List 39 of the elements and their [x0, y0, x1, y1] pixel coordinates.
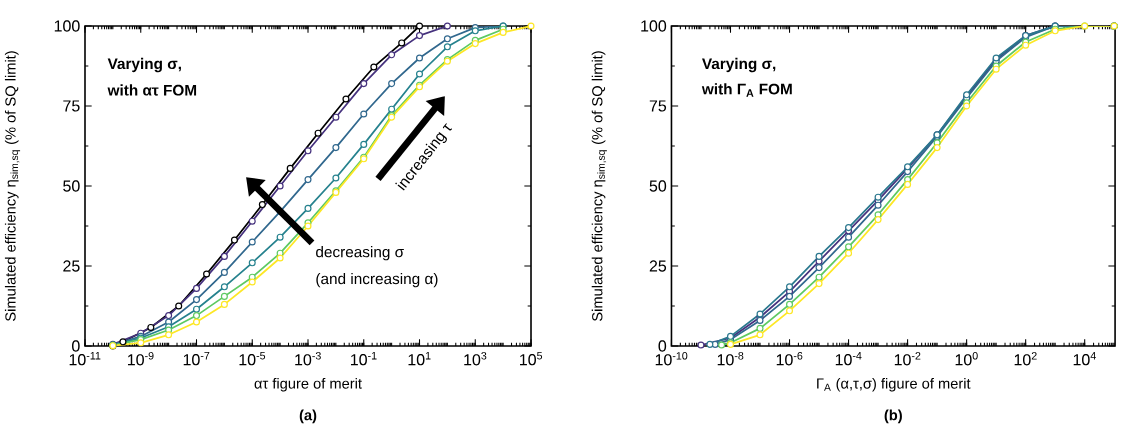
- annotation: Varying σ,: [107, 57, 181, 73]
- text: (b): [884, 409, 902, 424]
- y-axis-title: Simulated efficiency η$_{sim,sq}$ (% of SQ limit): [591, 51, 607, 321]
- x-tick-label: 10$^{-6}$: [776, 352, 803, 366]
- y-tick-label: 75: [63, 100, 80, 112]
- text: (a): [299, 409, 317, 424]
- annotation: (and increasing α): [316, 272, 438, 288]
- x-tick-label: 10$^{-2}$: [894, 352, 921, 366]
- x-axis-title: ατ figure of merit: [254, 377, 362, 392]
- y-tick-label: 0: [658, 340, 667, 352]
- x-tick-label: 10$^{-10}$: [655, 352, 688, 366]
- annotation: with Γ$_{A}$ FOM: [701, 83, 792, 97]
- y-tick-label: 25: [63, 260, 80, 272]
- y-tick-label: 50: [63, 180, 80, 192]
- y-tick-label: 100: [641, 20, 667, 32]
- x-tick-label: 10$^{-7}$: [183, 352, 210, 366]
- x-tick-label: 10$^{5}$: [520, 352, 543, 366]
- annotation: Varying σ,: [702, 57, 776, 73]
- x-tick-label: 10$^{0}$: [955, 352, 978, 366]
- annotation: decreasing σ: [316, 246, 404, 261]
- x-tick-label: 10$^{-9}$: [127, 352, 154, 366]
- y-tick-label: 100: [54, 20, 80, 32]
- y-tick-label: 0: [72, 340, 80, 352]
- x-tick-label: 10$^{-4}$: [835, 352, 862, 366]
- x-tick-label: 10$^{1}$: [408, 352, 431, 366]
- x-tick-label: 10$^{4}$: [1073, 352, 1096, 366]
- y-tick-label: 50: [649, 180, 667, 192]
- annotation: with ατ FOM: [107, 84, 197, 96]
- x-tick-label: 10$^{-11}$: [69, 352, 101, 366]
- y-tick-label: 25: [649, 260, 667, 272]
- y-axis-title: Simulated efficiency η$_{sim,sq}$ (% of SQ limit): [4, 51, 21, 321]
- x-tick-label: 10$^{-1}$: [350, 352, 377, 366]
- x-tick-label: 10$^{-3}$: [295, 352, 321, 366]
- x-axis-title: Γ$_{A}$ (α,τ,σ) figure of merit: [817, 377, 971, 392]
- x-tick-label: 10$^{-5}$: [239, 352, 266, 366]
- x-tick-label: 10$^{-8}$: [717, 352, 744, 366]
- y-tick-label: 75: [649, 100, 667, 112]
- x-tick-label: 10$^{3}$: [464, 352, 487, 366]
- x-tick-label: 10$^{2}$: [1014, 352, 1037, 366]
